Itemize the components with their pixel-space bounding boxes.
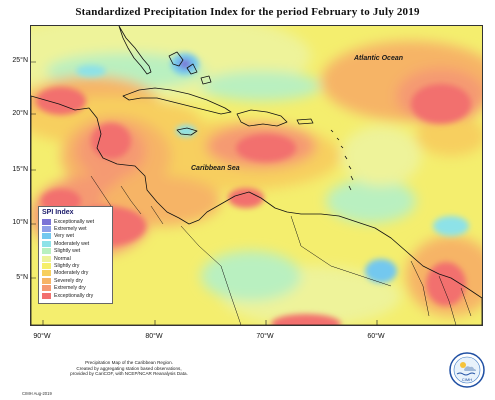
lat-label-15n: 15°N (12, 166, 28, 173)
core-venezuela-wet (365, 259, 397, 283)
core-central-exc-dry (236, 134, 296, 162)
lon-label-60w: 60°W (367, 333, 385, 340)
mainland-outline (31, 95, 482, 325)
legend-item: Moderately dry (42, 270, 109, 277)
map-title: Standardized Precipitation Index for the… (75, 6, 420, 18)
core-gulf-exc-dry (36, 87, 86, 115)
legend-item: Moderately wet (42, 240, 109, 247)
legend-label: Very wet (54, 233, 74, 240)
field-south-slightly-wet (201, 251, 301, 301)
legend-label: Moderately dry (54, 270, 89, 277)
frame-ticks (31, 61, 378, 325)
legend-item: Extremely dry (42, 285, 109, 292)
logo-sun-icon (460, 362, 466, 368)
core-colombia-exc-dry (228, 188, 264, 208)
legend-item: Severely dry (42, 277, 109, 284)
legend-label: Moderately wet (54, 240, 90, 247)
core-guianas-exc-dry (426, 262, 466, 306)
lat-label-20n: 20°N (12, 110, 28, 117)
core-yucatan-exc-dry (91, 123, 131, 159)
bahamas-outline (168, 51, 212, 85)
logo-text: CIMH (462, 377, 472, 382)
lat-label-25n: 25°N (12, 57, 28, 64)
hispaniola-outline (236, 109, 288, 127)
legend-swatch (42, 218, 51, 225)
atlantic-ocean-label: Atlantic Ocean (354, 55, 404, 62)
caribbean-sea-label: Caribbean Sea (191, 165, 240, 172)
florida-outline (118, 26, 152, 75)
spi-legend: SPI Index Exceptionally wet Extremely wet… (38, 206, 113, 304)
field-venezuela-wet (326, 179, 416, 223)
legend-label: Exceptionally wet (54, 218, 95, 225)
legend-item: Normal (42, 255, 109, 262)
legend-label: Slightly dry (54, 263, 80, 270)
field-north-wet-2 (201, 71, 321, 101)
cimh-logo: CIMH (449, 352, 485, 388)
map-credit: CIMH Aug-2019 (22, 391, 52, 396)
legend-rows: Exceptionally wet Extremely wet Very wet Mo… (42, 218, 109, 299)
legend-label: Severely dry (54, 277, 83, 284)
legend-label: Exceptionally dry (54, 292, 94, 299)
country-borders (90, 175, 472, 325)
field-atlantic-normal (341, 126, 421, 186)
legend-item: Very wet (42, 233, 109, 240)
footnote-line-2: Created by aggregating station based obs… (76, 365, 182, 371)
map-footnote: Precipitation Map of the Caribbean Regio… (14, 360, 244, 377)
lon-label-90w: 90°W (33, 333, 51, 340)
legend-label: Slightly wet (54, 248, 81, 255)
core-west-wet (433, 216, 469, 236)
legend-swatch (42, 233, 51, 240)
spi-field (31, 26, 482, 325)
legend-label: Extremely dry (54, 285, 86, 292)
legend-label: Normal (54, 255, 71, 262)
lon-label-80w: 80°W (145, 333, 163, 340)
lon-label-70w: 70°W (256, 333, 274, 340)
legend-swatch (42, 270, 51, 277)
core-jamaica-wet (176, 125, 196, 137)
core-atlantic-exc-dry (411, 84, 471, 124)
lat-label-10n: 10°N (12, 219, 28, 226)
logo-cloud-icon (464, 366, 476, 371)
legend-swatch (42, 255, 51, 262)
legend-swatch (42, 226, 51, 233)
field-atlantic-east-dry (416, 116, 482, 156)
legend-swatch (42, 263, 51, 270)
legend-item: Slightly dry (42, 262, 109, 270)
legend-swatch (42, 292, 51, 299)
core-atlantic-wet (76, 65, 106, 77)
legend-item: Exceptionally dry (42, 292, 109, 299)
legend-swatch (42, 285, 51, 292)
lat-label-5n: 5°N (16, 274, 28, 281)
legend-swatch (42, 277, 51, 284)
legend-swatch (42, 240, 51, 247)
legend-item: Slightly wet (42, 248, 109, 255)
logo-wave-icon (456, 372, 476, 376)
core-south-exc-dry (271, 314, 341, 325)
puerto-rico-outline (296, 118, 314, 125)
lesser-antilles-outline (330, 129, 354, 191)
legend-label: Extremely wet (54, 226, 87, 233)
legend-swatch (42, 248, 51, 255)
footnote-line-3: provided by CariCOF, with NCEP/NCAR Rean… (70, 371, 188, 377)
legend-item: Extremely wet (42, 225, 109, 233)
legend-title: SPI Index (42, 209, 74, 216)
legend-item: Exceptionally wet (42, 218, 109, 225)
land-outlines (31, 26, 482, 325)
jamaica-outline (176, 127, 198, 136)
cuba-outline (122, 87, 232, 115)
footnote-line-1: Precipitation Map of the Caribbean Regio… (85, 360, 173, 365)
